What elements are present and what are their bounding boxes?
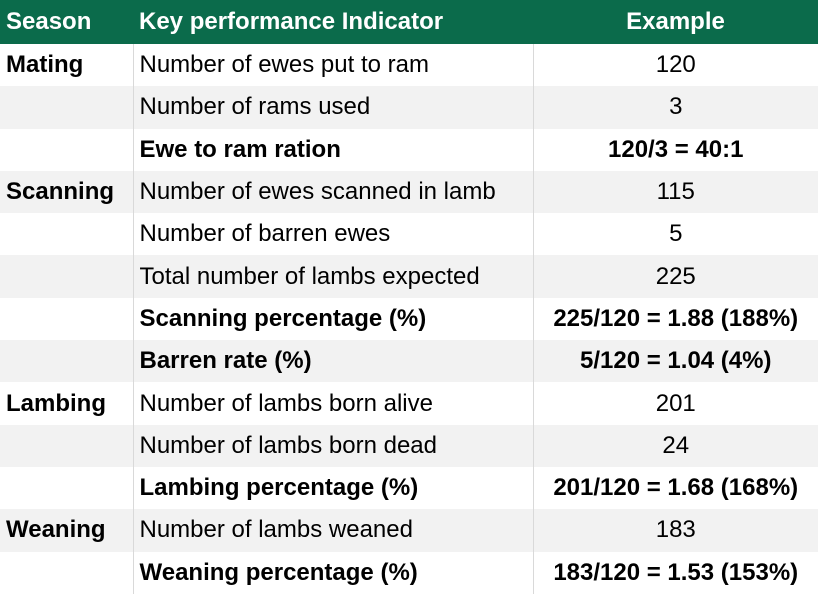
example-cell: 120/3 = 40:1 bbox=[532, 128, 818, 171]
table-row: Scanning Number of ewes scanned in lamb 11… bbox=[0, 170, 818, 214]
example-cell: 115 bbox=[532, 170, 818, 214]
season-cell: Mating bbox=[6, 51, 84, 79]
table-row: Lambing percentage (%) 201/120 = 1.68 (16… bbox=[0, 466, 818, 510]
table-row: Barren rate (%) 5/120 = 1.04 (4%) bbox=[0, 340, 818, 383]
header-cell: Example bbox=[533, 0, 818, 44]
table-row: Scanning percentage (%) 225/120 = 1.88 (1… bbox=[0, 297, 818, 341]
season-cell: Weaning bbox=[0, 509, 133, 552]
kpi-cell: Number of lambs weaned bbox=[132, 509, 533, 552]
kpi-cell: Number of ewes put to ram bbox=[132, 44, 533, 87]
table-row: Ewe to ram ration 120/3 = 40:1 bbox=[0, 128, 818, 171]
kpi-cell: Lambing percentage (%) bbox=[132, 466, 533, 510]
table-row: Weaning percentage (%) 183/120 = 1.53 (15… bbox=[0, 551, 818, 594]
header-cell: Key performance Indicator bbox=[133, 0, 533, 44]
season-cell bbox=[0, 424, 133, 467]
table-row: Total number of lambs expected 225 bbox=[0, 255, 818, 298]
kpi-cell: Number of rams used bbox=[132, 86, 533, 129]
kpi-cell: Number of ewes scanned in lamb bbox=[132, 170, 533, 214]
kpi-cell: Scanning percentage (%) bbox=[132, 297, 533, 341]
kpi-cell: Ewe to ram ration bbox=[132, 128, 533, 171]
season-cell: Scanning bbox=[0, 170, 133, 214]
table-row: Number of lambs born dead 24 bbox=[0, 424, 818, 467]
season-cell bbox=[0, 298, 133, 340]
table-row: Number of barren ewes 5 bbox=[0, 213, 818, 256]
season-cell: Lambing bbox=[6, 389, 106, 417]
kpi-cell: Number of barren ewes bbox=[132, 213, 533, 256]
kpi-cell: Barren rate (%) bbox=[132, 340, 533, 383]
season-cell bbox=[0, 467, 133, 509]
example-cell: 3 bbox=[532, 86, 818, 129]
season-cell bbox=[0, 552, 133, 594]
kpi-cell: Total number of lambs expected bbox=[132, 255, 533, 298]
header-cell: Season bbox=[0, 0, 133, 44]
example-cell: 5/120 = 1.04 (4%) bbox=[532, 340, 818, 383]
example-cell: 120 bbox=[532, 44, 818, 87]
table-body: Mating Number of ewes put to ram 120 Number… bbox=[0, 44, 818, 594]
example-cell: 201/120 = 1.68 (168%) bbox=[532, 466, 818, 510]
season-cell bbox=[0, 255, 133, 298]
example-cell: 183/120 = 1.53 (153%) bbox=[532, 551, 818, 594]
example-cell: 183 bbox=[532, 509, 818, 552]
table-row: Number of rams used 3 bbox=[0, 86, 818, 129]
example-cell: 225 bbox=[532, 255, 818, 298]
header-row: Season Key performance Indicator Example bbox=[0, 0, 818, 44]
kpi-cell: Number of lambs born dead bbox=[132, 424, 533, 467]
kpi-table: Season Key performance Indicator Example… bbox=[0, 0, 818, 594]
season-cell bbox=[0, 340, 133, 383]
kpi-cell: Number of lambs born alive bbox=[132, 382, 533, 425]
example-cell: 201 bbox=[532, 382, 818, 425]
kpi-cell: Weaning percentage (%) bbox=[132, 551, 533, 594]
season-cell bbox=[0, 86, 133, 129]
season-cell bbox=[0, 129, 133, 171]
example-cell: 225/120 = 1.88 (188%) bbox=[532, 297, 818, 341]
table-row: Weaning Number of lambs weaned 183 bbox=[0, 509, 818, 552]
example-cell: 24 bbox=[532, 424, 818, 467]
season-cell bbox=[0, 213, 133, 255]
table-row: Mating Number of ewes put to ram 120 bbox=[0, 44, 818, 87]
table-row: Lambing Number of lambs born alive 201 bbox=[0, 382, 818, 425]
example-cell: 5 bbox=[532, 213, 818, 256]
